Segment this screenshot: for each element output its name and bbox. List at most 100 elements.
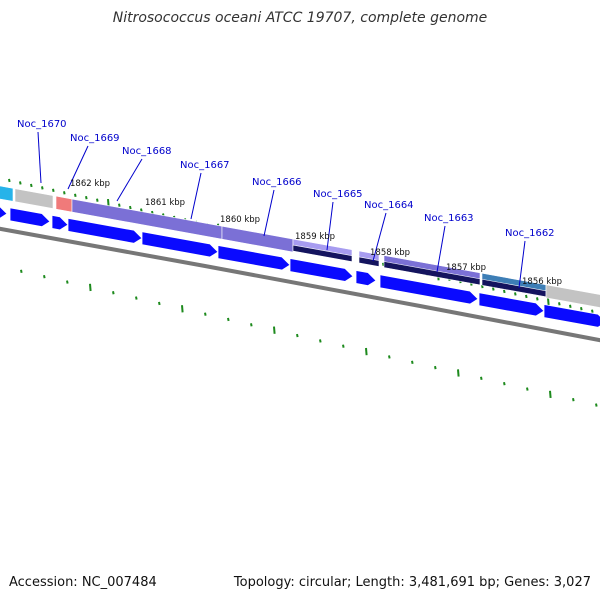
tick-mark — [595, 403, 598, 407]
tick-mark — [118, 203, 121, 207]
cog-feature — [55, 195, 73, 213]
tick-mark — [382, 262, 385, 267]
tick-mark — [89, 283, 92, 292]
tick-mark — [569, 304, 572, 308]
cds-arrow — [9, 207, 51, 228]
cog-feature — [383, 261, 481, 286]
tick-mark — [181, 305, 184, 313]
tick-mark — [158, 301, 161, 306]
tick-mark — [514, 292, 517, 296]
cds-arrow — [0, 206, 8, 219]
tick-mark — [580, 307, 583, 311]
tick-mark — [549, 390, 552, 399]
tick-mark — [8, 178, 11, 183]
tick-mark — [480, 376, 483, 381]
gene-label: Noc_1664 — [364, 200, 414, 211]
tick-mark — [135, 296, 138, 300]
tick-mark — [558, 302, 561, 306]
genome-summary-text: Topology: circular; Length: 3,481,691 bp… — [233, 575, 591, 590]
kbp-label: 1862 kbp — [70, 179, 110, 189]
gene-label: Noc_1667 — [180, 160, 230, 171]
gene-label: Noc_1668 — [122, 146, 172, 157]
gene-leader-line — [116, 158, 143, 202]
cog-feature — [221, 225, 294, 253]
tick-mark — [227, 317, 230, 322]
gene-label: Noc_1666 — [252, 177, 302, 188]
gene-label: Noc_1670 — [17, 119, 67, 130]
tick-mark — [365, 347, 368, 356]
tick-mark — [63, 191, 66, 195]
map-title: Nitrosococcus oceani ATCC 19707, complet… — [113, 10, 488, 26]
cds-arrow — [141, 231, 219, 258]
gene-label: Noc_1669 — [70, 133, 120, 144]
gene-leader-line — [372, 212, 387, 262]
tick-mark — [526, 387, 529, 391]
gene-leader-line — [263, 189, 275, 237]
tick-mark — [525, 294, 528, 299]
tick-mark — [503, 289, 506, 294]
kbp-label: 1856 kbp — [522, 277, 562, 287]
tick-mark — [342, 344, 345, 348]
cog-feature — [358, 256, 380, 267]
gene-label: Noc_1663 — [424, 213, 474, 224]
tick-mark — [503, 381, 506, 386]
tick-mark — [52, 188, 55, 193]
tick-mark — [43, 275, 46, 279]
gene-leader-line — [436, 225, 446, 273]
cds-arrow — [67, 217, 143, 244]
feature-tracks — [0, 185, 600, 328]
cds-arrow — [543, 303, 600, 328]
position-labels: 1862 kbp 1861 kbp 1860 kbp 1859 kbp 1858 kbp… — [70, 179, 562, 287]
tick-mark — [66, 280, 69, 284]
gene-label: Noc_1665 — [313, 189, 363, 200]
tick-mark — [536, 297, 539, 301]
tick-mark — [129, 205, 132, 210]
tick-mark — [457, 369, 460, 377]
tick-mark — [547, 297, 550, 306]
gene-leader-line — [37, 131, 42, 184]
gene-leader-line — [326, 201, 334, 251]
cog-feature — [0, 185, 14, 202]
kbp-label: 1860 kbp — [220, 215, 260, 225]
tick-mark — [411, 360, 414, 364]
kbp-label: 1859 kbp — [295, 232, 335, 242]
tick-mark — [250, 323, 253, 327]
tick-mark — [107, 198, 110, 207]
tick-mark — [30, 183, 33, 188]
tick-mark — [112, 291, 115, 295]
tick-mark — [20, 269, 23, 274]
cds-arrow — [51, 214, 69, 231]
tick-mark — [74, 193, 77, 197]
tick-mark — [572, 398, 575, 402]
tick-mark — [41, 186, 44, 190]
tick-mark — [296, 333, 299, 338]
tick-mark — [273, 326, 276, 334]
tick-mark — [591, 309, 594, 313]
cds-arrow — [289, 258, 354, 282]
kbp-label: 1857 kbp — [446, 263, 486, 273]
tick-mark — [96, 198, 99, 202]
cds-arrow — [217, 244, 291, 271]
cds-arrow — [379, 274, 479, 305]
tick-mark — [388, 355, 391, 359]
tick-mark — [140, 208, 143, 212]
accession-text: Accession: NC_007484 — [9, 575, 157, 590]
tick-mark — [19, 181, 22, 185]
cog-feature — [545, 284, 600, 308]
kbp-label: 1861 kbp — [145, 198, 185, 208]
cds-arrow — [355, 269, 377, 287]
tick-mark — [319, 339, 322, 343]
cog-feature — [14, 188, 54, 209]
kbp-label: 1858 kbp — [370, 248, 410, 258]
cog-feature — [292, 244, 353, 263]
gene-leader-line — [518, 240, 526, 289]
gene-leader-line — [67, 145, 89, 190]
tick-mark — [204, 312, 207, 316]
gene-leader-line — [190, 172, 202, 220]
genome-backbone — [0, 226, 600, 343]
cds-arrow — [478, 292, 545, 317]
tick-mark — [492, 287, 495, 291]
tick-mark — [85, 196, 88, 200]
